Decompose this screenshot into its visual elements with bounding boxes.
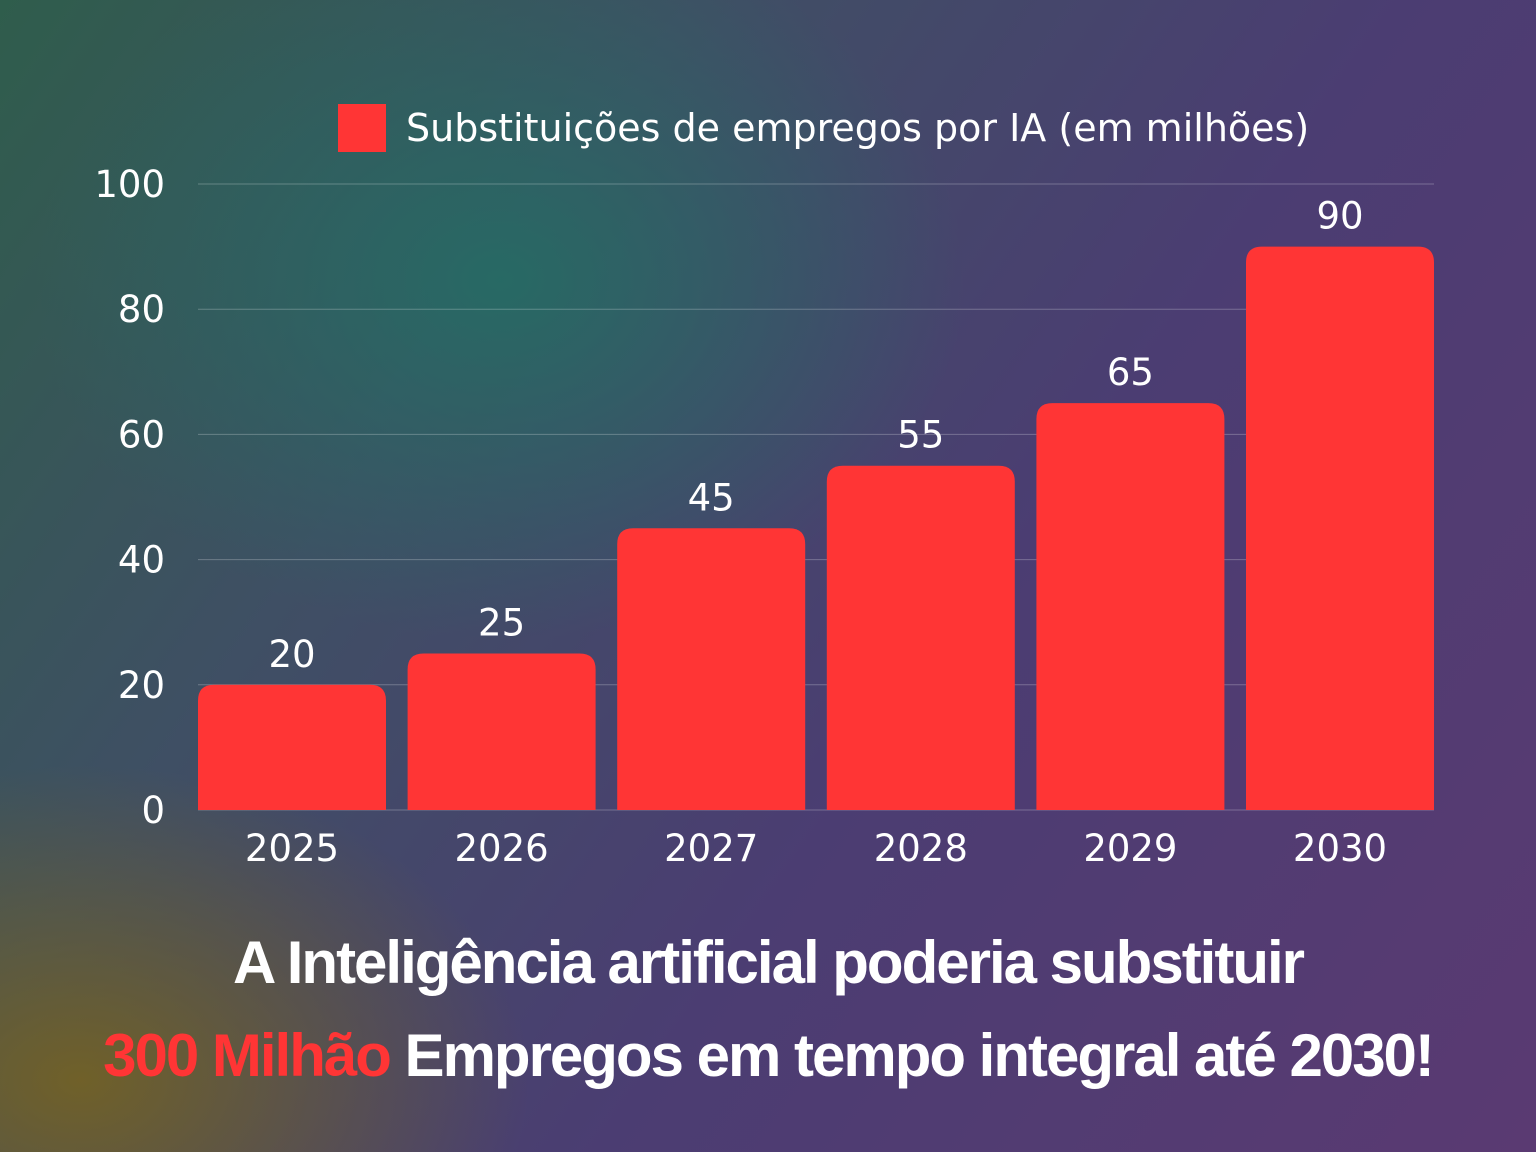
bar (617, 528, 806, 810)
bar (1246, 246, 1434, 811)
data-label: 25 (478, 602, 525, 645)
x-tick-label: 2028 (874, 827, 968, 870)
bar (826, 465, 1015, 810)
y-axis-ticks: 0 20 40 60 80 100 (94, 163, 165, 832)
data-labels: 20 25 45 55 65 90 (268, 195, 1363, 676)
y-tick-label: 60 (118, 413, 165, 456)
data-label: 65 (1107, 351, 1154, 394)
data-label: 90 (1316, 195, 1363, 238)
headline-rest: Empregos em tempo integral até 2030! (389, 1022, 1435, 1089)
y-tick-label: 40 (118, 539, 165, 582)
grid-lines (198, 183, 1434, 811)
x-tick-label: 2025 (245, 827, 339, 870)
x-tick-label: 2030 (1293, 827, 1387, 870)
headline-line-1: A Inteligência artificial poderia substi… (232, 929, 1305, 996)
data-label: 20 (268, 633, 315, 676)
y-tick-label: 20 (118, 664, 165, 707)
data-label: 45 (688, 476, 735, 519)
x-tick-label: 2027 (664, 827, 758, 870)
y-tick-label: 80 (118, 288, 165, 331)
headline-highlight: 300 Milhão (103, 1022, 392, 1089)
headline-line-2: 300 Milhão Empregos em tempo integral at… (0, 1021, 1536, 1090)
bar (1036, 403, 1225, 810)
bar (407, 653, 596, 810)
y-tick-label: 100 (94, 163, 165, 206)
x-tick-label: 2029 (1083, 827, 1177, 870)
x-tick-label: 2026 (455, 827, 549, 870)
y-tick-label: 0 (141, 789, 165, 832)
x-axis-ticks: 2025 2026 2027 2028 2029 2030 (245, 827, 1387, 870)
chart-legend: Substituições de empregos por IA (em mil… (338, 103, 1309, 153)
legend-swatch (338, 104, 386, 152)
data-label: 55 (897, 414, 944, 457)
bar (198, 684, 386, 810)
bars (198, 246, 1434, 811)
legend-label: Substituições de empregos por IA (em mil… (406, 106, 1310, 150)
